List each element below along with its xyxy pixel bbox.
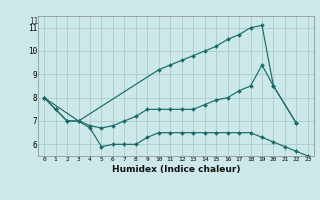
Text: 11: 11 (29, 17, 38, 26)
X-axis label: Humidex (Indice chaleur): Humidex (Indice chaleur) (112, 165, 240, 174)
